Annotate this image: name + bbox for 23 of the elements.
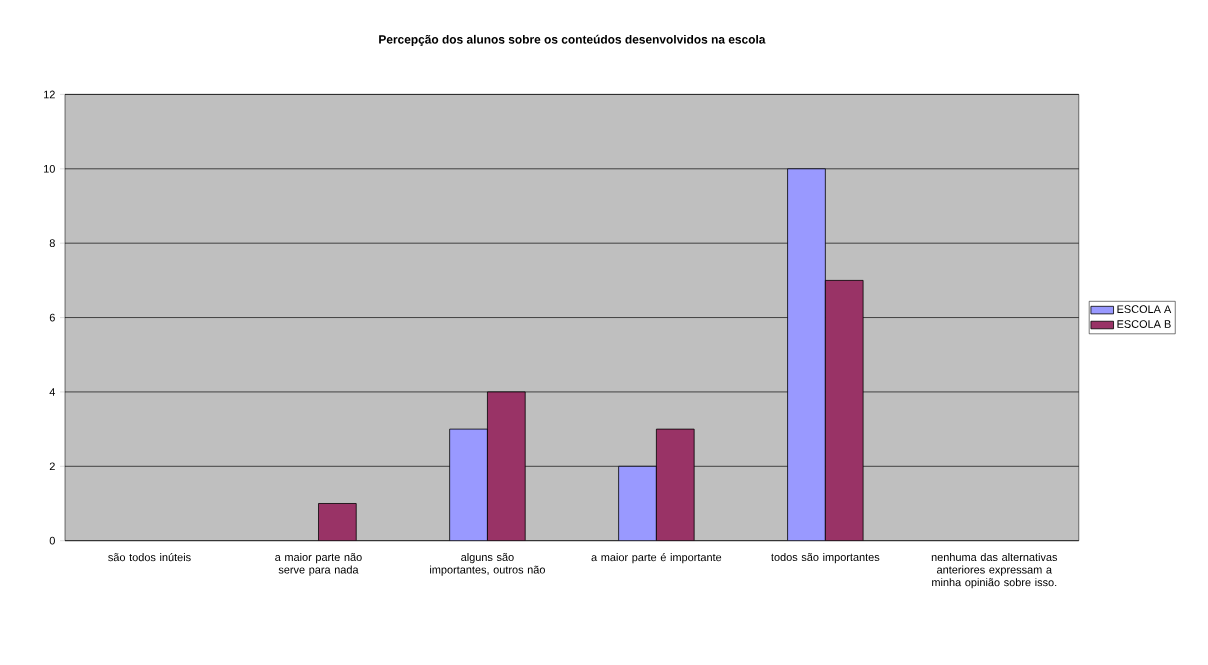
y-tick-label: 10	[44, 164, 55, 173]
y-tick-label: 2	[49, 462, 55, 471]
y-tick-label: 0	[49, 536, 55, 545]
x-tick-label: alguns são importantes, outros não	[430, 553, 545, 576]
bar	[655, 428, 695, 541]
legend-label: ESCOLA B	[1117, 320, 1171, 328]
bar	[487, 391, 526, 541]
x-tick-label: a maior parte não serve para nada	[275, 553, 362, 576]
bar	[787, 168, 826, 541]
bar	[449, 428, 488, 541]
y-tick-label: 6	[49, 313, 55, 322]
chart-title: Percepção dos alunos sobre os conteúdos desenvolvidos na escola	[379, 34, 766, 47]
y-tick-label: 12	[44, 90, 55, 99]
bar	[824, 279, 864, 541]
bar	[318, 503, 357, 541]
y-tick-label: 8	[49, 239, 55, 248]
bar	[618, 465, 657, 541]
x-tick-label: a maior parte é importante	[591, 553, 722, 564]
x-tick-label: são todos inúteis	[108, 553, 191, 562]
x-tick-label: nenhuma das alternativas anteriores expressam a minha opinião sobre isso.	[931, 553, 1058, 589]
y-tick-label: 4	[49, 388, 56, 396]
x-tick-label: todos são importantes	[771, 553, 880, 564]
legend-label: ESCOLA A	[1117, 305, 1172, 314]
